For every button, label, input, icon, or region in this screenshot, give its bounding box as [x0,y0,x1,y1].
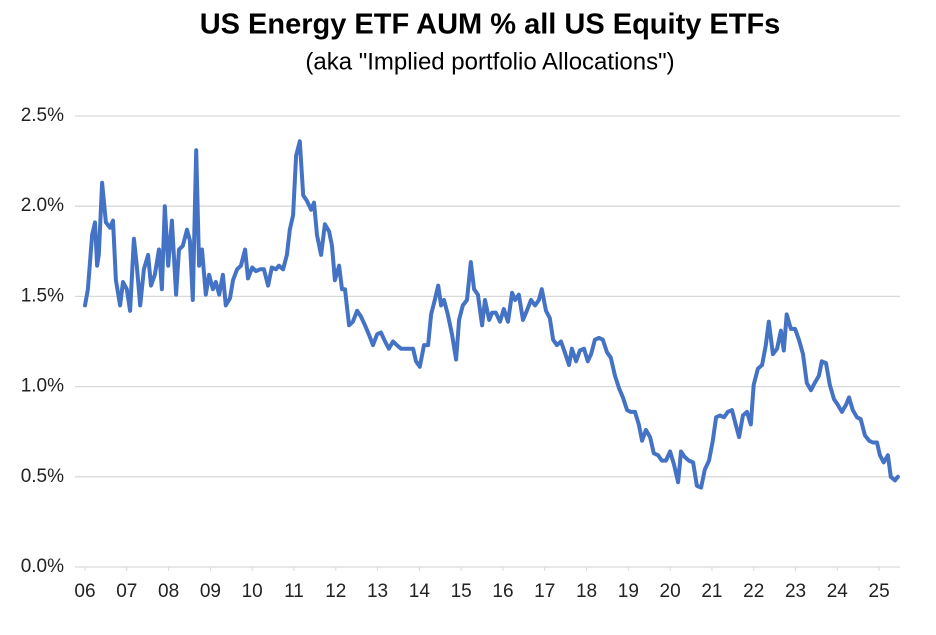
x-tick-label: 20 [660,581,681,602]
x-tick-label: 18 [576,581,597,602]
x-tick-label: 11 [284,581,304,602]
data-line [83,139,900,490]
x-tick-label: 08 [158,581,179,602]
y-tick-label: 1.0% [21,376,64,397]
x-tick-label: 12 [325,581,346,602]
x-tick-label: 10 [242,581,263,602]
chart-subtitle: (aka "Implied portfolio Allocations") [305,48,674,75]
x-tick-label: 21 [701,581,722,602]
x-tick-label: 14 [409,581,431,602]
y-tick-label: 0.5% [21,466,64,487]
x-tick-label: 07 [116,581,137,602]
x-tick-label: 19 [618,581,639,602]
y-tick-label: 0.0% [21,556,64,577]
x-tick-label: 13 [367,581,388,602]
x-tick-label: 15 [451,581,472,602]
y-tick-label: 2.5% [21,105,64,126]
y-tick-label: 1.5% [21,285,64,306]
x-tick-label: 24 [827,581,849,602]
x-tick-label: 09 [200,581,221,602]
y-tick-label: 2.0% [21,195,64,216]
x-tick-label: 16 [492,581,513,602]
x-tick-label: 06 [74,581,95,602]
x-tick-label: 23 [785,581,806,602]
x-tick-label: 22 [743,581,764,602]
chart-title: US Energy ETF AUM % all US Equity ETFs [200,9,781,41]
x-tick-label: 25 [869,581,890,602]
x-tick-label: 17 [534,581,555,602]
